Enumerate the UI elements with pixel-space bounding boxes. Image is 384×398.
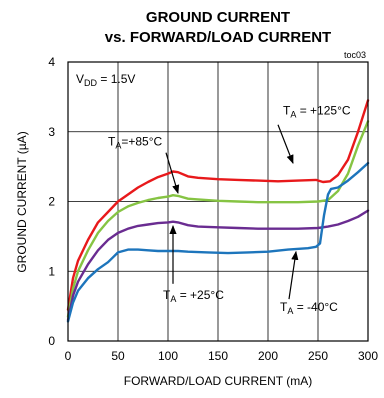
x-tick-label: 100 [158,349,178,363]
x-axis-label: FORWARD/LOAD CURRENT (mA) [124,374,312,388]
series-lines [66,99,370,323]
condition-label: VDD = 1.5V [76,72,135,88]
annotation-label-4: TA = -40°C [280,300,338,316]
chart-title-line2: vs. FORWARD/LOAD CURRENT [105,29,331,46]
annotations: TA = +125°C TA=+85°C TA = +25°C TA = -40°C [108,103,351,316]
x-tick-label: 250 [308,349,328,363]
x-tick-label: 300 [358,349,378,363]
series-line-2 [66,120,370,318]
chart-title-line1: GROUND CURRENT [146,9,290,26]
x-tick-label: 200 [258,349,278,363]
y-tick-label: 2 [48,195,55,209]
series-line-4 [66,161,370,323]
x-tick-label: 0 [65,349,72,363]
axis-ticks: 0 50 100 150 200 250 300 0 1 2 3 4 [48,55,378,363]
x-tick-label: 150 [208,349,228,363]
annotation-arrow-1 [277,124,294,164]
plot-frame [67,61,369,342]
y-axis-label: GROUND CURRENT (µA) [15,131,29,272]
condition-sub: DD [84,78,97,88]
condition-main: V [76,72,84,86]
y-tick-label: 3 [48,125,55,139]
figure-code: toc03 [344,50,366,60]
series-line-1 [66,99,370,311]
y-tick-label: 0 [48,334,55,348]
y-tick-label: 4 [48,55,55,69]
annotation-arrow-2 [165,152,180,194]
x-tick-label: 50 [111,349,125,363]
annotation-label-2: TA=+85°C [108,135,163,151]
annotation-arrow-4 [288,250,299,300]
condition-rest: = 1.5V [97,72,135,86]
annotation-label-3: TA = +25°C [163,288,224,304]
annotation-label-1: TA = +125°C [283,103,351,119]
series-line-3 [66,209,370,322]
y-tick-label: 1 [48,264,55,278]
